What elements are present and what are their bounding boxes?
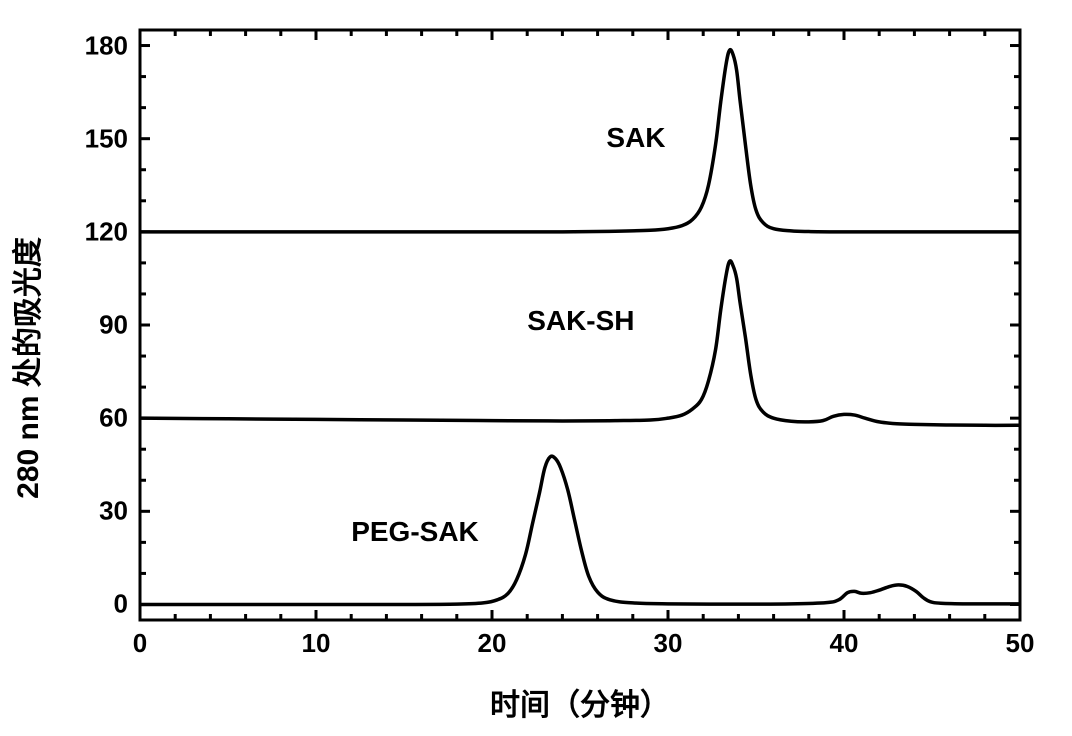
y-tick: 0 [68, 589, 128, 620]
chromatogram-figure: 280 nm 处的吸光度 时间（分钟） 01020304050 03060901… [0, 0, 1072, 736]
y-tick: 150 [68, 123, 128, 154]
series-line-sak [140, 50, 1020, 232]
series-line-peg-sak [140, 456, 1020, 604]
series-label-sak: SAK [606, 122, 665, 154]
chart-plot [0, 0, 1072, 736]
y-tick: 180 [68, 30, 128, 61]
x-tick: 50 [1006, 628, 1035, 659]
series-line-sak-sh [140, 261, 1020, 425]
y-tick: 90 [68, 310, 128, 341]
x-tick: 10 [302, 628, 331, 659]
y-tick: 60 [68, 403, 128, 434]
x-tick: 0 [133, 628, 147, 659]
series-label-sak-sh: SAK-SH [527, 305, 634, 337]
x-tick: 40 [830, 628, 859, 659]
y-tick: 30 [68, 496, 128, 527]
y-tick: 120 [68, 216, 128, 247]
x-tick: 20 [478, 628, 507, 659]
x-tick: 30 [654, 628, 683, 659]
series-label-peg-sak: PEG-SAK [351, 516, 479, 548]
